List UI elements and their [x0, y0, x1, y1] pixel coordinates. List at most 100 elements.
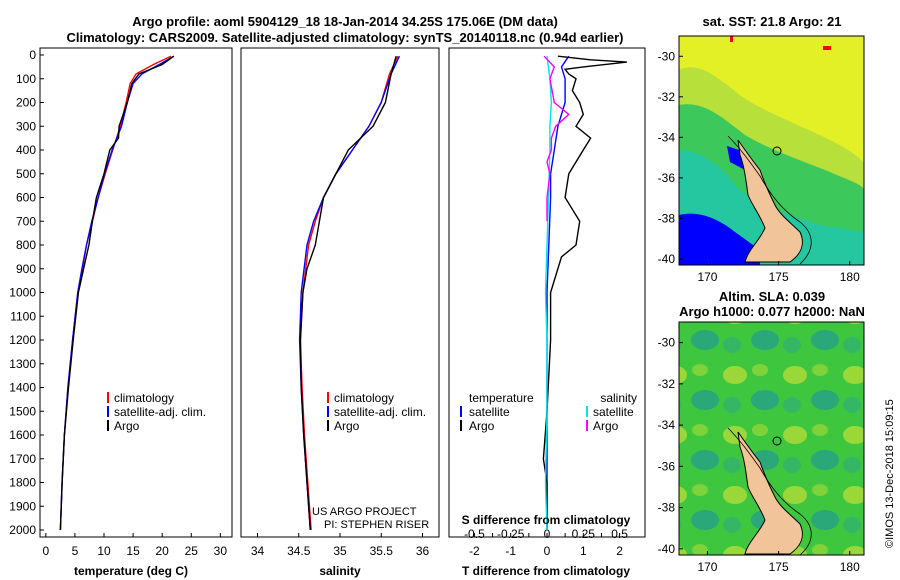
salinity-x-axis: 34 34.5 35 35.5 36 [251, 533, 429, 558]
series-line-s-argo [543, 55, 570, 222]
sla-map-frame [678, 321, 865, 556]
temperature-xlabel: temperature (deg C) [74, 564, 188, 578]
x-tick-label: 25 [185, 544, 199, 558]
argo-location-marker [772, 436, 782, 446]
lat-tick-label: -32 [658, 90, 676, 104]
legend-label-argo: Argo [114, 419, 140, 433]
legend-swatch-satellite [107, 406, 109, 417]
x-tick-label: 10 [97, 544, 111, 558]
difference-series [542, 55, 627, 531]
x-tick-label: 35 [333, 544, 347, 558]
lat-tick-label: -40 [658, 252, 676, 266]
legend-swatch-t-satellite [460, 406, 462, 417]
salinity-difference-axis: -0.5 -0.25 0 0.25 0.5 [464, 527, 628, 541]
salinity-panel-frame [240, 47, 440, 538]
s-diff-tick-label: -0.25 [497, 527, 525, 541]
legend-label-t-argo: Argo [469, 419, 495, 433]
x-tick-label: 5 [72, 544, 79, 558]
legend-swatch-s-argo [586, 420, 588, 431]
pi-credit: PI: STEPHEN RISER [324, 519, 429, 531]
salinity-xlabel: salinity [319, 564, 361, 578]
series-line-satellite-adj-clim- [59, 55, 175, 531]
legend-heading-salinity: salinity [600, 391, 637, 405]
figure-title-line1: Argo profile: aoml 5904129_18 18-Jan-201… [132, 14, 558, 29]
lat-tick-label: -34 [658, 418, 676, 432]
depth-tick-label: 500 [16, 167, 36, 181]
series-line-argo [59, 55, 175, 531]
x-tick-label: 15 [126, 544, 140, 558]
legend-label-climatology: climatology [334, 391, 394, 405]
sst-map [679, 36, 864, 265]
s-diff-tick-label: 0 [544, 527, 551, 541]
depth-tick-label: 1200 [9, 333, 36, 347]
depth-tick-label: 1100 [10, 309, 36, 323]
lat-tick-label: -30 [658, 336, 676, 350]
lat-tick-label: -36 [658, 171, 676, 185]
series-line-s-satellite [544, 56, 553, 531]
x-tick-label: 2 [616, 544, 623, 558]
depth-tick-label: 100 [16, 72, 36, 86]
lon-tick-label: 170 [697, 560, 717, 574]
depth-tick-label: 400 [16, 143, 36, 157]
salinity-legend: climatology satellite-adj. clim. Argo [327, 391, 426, 433]
legend-swatch-s-satellite [586, 406, 588, 417]
legend-label-s-argo: Argo [593, 419, 619, 433]
x-tick-label: 34.5 [287, 544, 311, 558]
legend-swatch-climatology [327, 392, 329, 403]
project-credit: US ARGO PROJECT [312, 506, 417, 518]
lon-tick-label: 175 [769, 560, 789, 574]
depth-tick-label: 1800 [9, 476, 36, 490]
temperature-panel-frame [39, 47, 233, 538]
sla-map-subtitle: Argo h1000: 0.077 h2000: NaN [679, 304, 865, 319]
sst-map-title: sat. SST: 21.8 Argo: 21 [703, 14, 842, 29]
s-diff-tick-label: -0.5 [464, 527, 485, 541]
sst-map-frame [678, 35, 865, 266]
depth-tick-label: 1600 [9, 428, 36, 442]
salinity-series [298, 55, 401, 531]
imos-credit: ©IMOS 13-Dec-2018 15:09:15 [884, 399, 896, 548]
legend-heading-temperature: temperature [469, 391, 534, 405]
legend-swatch-t-argo [460, 420, 462, 431]
legend-swatch-climatology [107, 392, 109, 403]
figure-title-line2: Climatology: CARS2009. Satellite-adjuste… [66, 30, 623, 45]
x-tick-label: 20 [156, 544, 170, 558]
depth-tick-label: 1000 [9, 286, 36, 300]
lat-tick-label: -40 [658, 542, 676, 556]
x-tick-label: 30 [214, 544, 228, 558]
lat-tick-label: -36 [658, 459, 676, 473]
series-line-t-argo [542, 55, 627, 530]
depth-tick-label: 1900 [9, 499, 36, 513]
legend-label-s-satellite: satellite [593, 405, 634, 419]
sst-map-axes: -30 -32 -34 -36 -38 -40 170 175 180 [658, 49, 860, 284]
x-tick-label: 0 [42, 544, 49, 558]
lon-tick-label: 175 [769, 270, 789, 284]
x-tick-label: 35.5 [370, 544, 394, 558]
depth-tick-label: 1700 [9, 452, 36, 466]
lat-tick-label: -38 [658, 501, 676, 515]
temperature-x-axis: 0 5 10 15 20 25 30 [42, 533, 227, 558]
depth-tick-label: 800 [16, 238, 36, 252]
temperature-legend: climatology satellite-adj. clim. Argo [107, 391, 206, 433]
difference-legend-salinity: salinity satellite Argo [586, 391, 637, 433]
series-line-climatology [59, 55, 172, 531]
depth-axis: 0 100 200 300 400 500 600 700 800 900 1000 1100 1200… [9, 48, 44, 537]
legend-swatch-satellite [327, 406, 329, 417]
legend-label-t-satellite: satellite [469, 405, 510, 419]
depth-tick-label: 200 [16, 96, 36, 110]
depth-tick-label: 2000 [9, 523, 36, 537]
sla-map [679, 322, 864, 555]
argo-location-marker [772, 146, 782, 156]
legend-label-satellite: satellite-adj. clim. [114, 405, 206, 419]
legend-swatch-argo [327, 420, 329, 431]
depth-tick-label: 600 [16, 191, 36, 205]
s-difference-label: S difference from climatology [462, 513, 631, 527]
x-tick-label: -1 [505, 544, 516, 558]
x-tick-label: 1 [580, 544, 587, 558]
depth-tick-label: 1300 [9, 357, 36, 371]
temperature-series [59, 55, 175, 531]
lon-tick-label: 170 [697, 270, 717, 284]
series-line-argo [299, 56, 397, 531]
depth-tick-label: 0 [29, 48, 36, 62]
difference-legend-temperature: temperature satellite Argo [460, 391, 534, 433]
